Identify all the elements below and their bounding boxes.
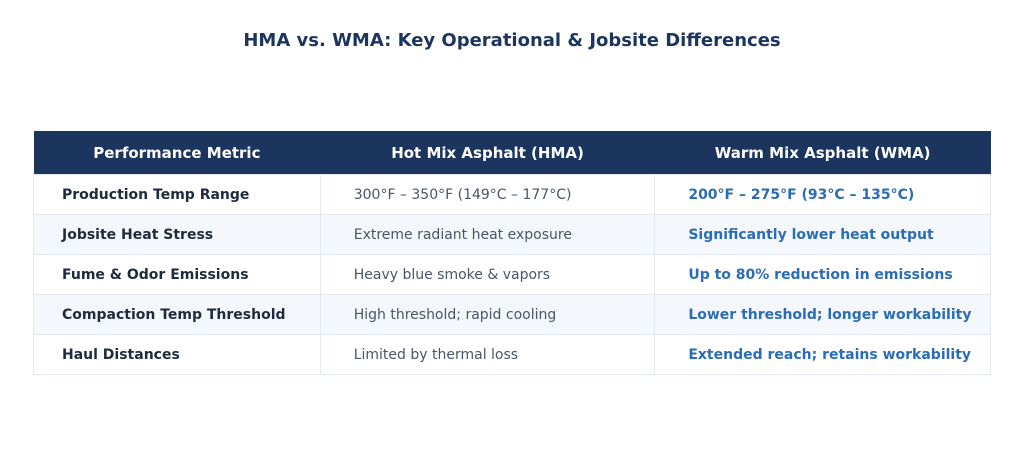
column-header: Warm Mix Asphalt (WMA) [654,131,991,175]
table-cell: High threshold; rapid cooling [319,294,656,335]
table-cell: Lower threshold; longer workability [654,294,991,335]
table-cell: 300°F – 350°F (149°C – 177°C) [319,174,656,215]
table-cell: Haul Distances [33,334,321,375]
table-cell: Compaction Temp Threshold [33,294,321,335]
table-cell: Extreme radiant heat exposure [319,214,656,255]
column-header: Hot Mix Asphalt (HMA) [320,131,655,175]
table-cell: Production Temp Range [33,174,321,215]
table-cell: Jobsite Heat Stress [33,214,321,255]
table-row: Production Temp Range 300°F – 350°F (149°… [33,174,991,215]
table-row: Compaction Temp Threshold High threshold;… [33,294,991,335]
table-cell: Significantly lower heat output [654,214,991,255]
table-cell: Limited by thermal loss [319,334,656,375]
comparison-table: Performance Metric Hot Mix Asphalt (HMA) W… [33,131,991,375]
table-row: Fume & Odor Emissions Heavy blue smoke & … [33,254,991,295]
header-row: Performance Metric Hot Mix Asphalt (HMA) W… [33,131,991,175]
table-row: Haul Distances Limited by thermal loss Ext… [33,334,991,375]
table-row: Jobsite Heat Stress Extreme radiant heat … [33,214,991,255]
table-cell: Heavy blue smoke & vapors [319,254,656,295]
table-body: Production Temp Range 300°F – 350°F (149°… [33,174,991,375]
table-cell: Extended reach; retains workability [654,334,991,375]
table-cell: Up to 80% reduction in emissions [654,254,991,295]
column-header: Performance Metric [33,131,321,175]
table-cell: Fume & Odor Emissions [33,254,321,295]
page-title: HMA vs. WMA: Key Operational & Jobsite D… [243,30,781,51]
table-cell: 200°F – 275°F (93°C – 135°C) [654,174,991,215]
